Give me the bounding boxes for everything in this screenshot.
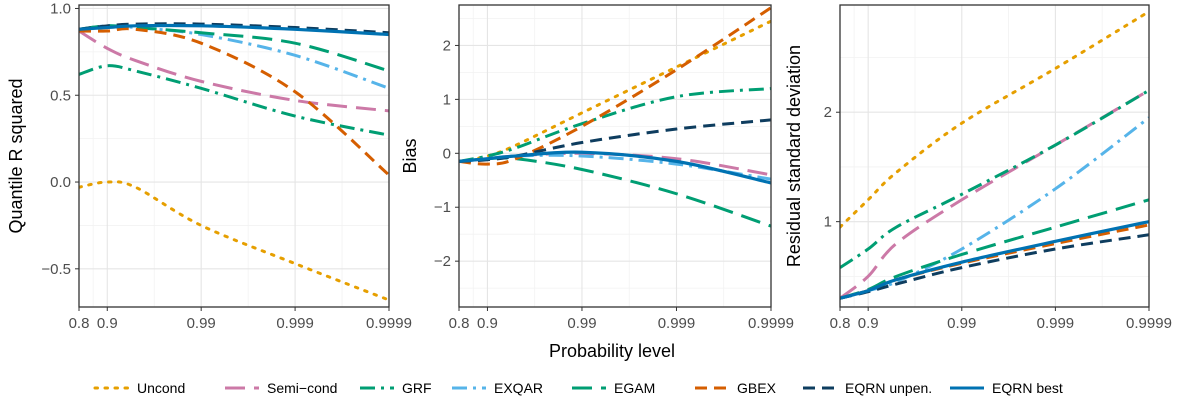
y-tick-label: 1	[443, 91, 451, 108]
x-tick-label: 0.8	[449, 315, 470, 332]
legend-label-egam: EGAM	[614, 380, 655, 396]
series-line-egam	[79, 24, 389, 73]
series-group	[459, 6, 771, 228]
series-line-uncond	[459, 19, 771, 163]
y-tick-label: 2	[824, 104, 832, 121]
y-tick-label: 0.0	[50, 174, 71, 191]
legend-item-eqrn_unpen: EQRN unpen.	[803, 380, 932, 396]
legend-item-exqar: EXQAR	[452, 380, 543, 396]
y-tick-label: 1	[824, 214, 832, 231]
series-line-grf	[459, 87, 771, 163]
series-line-eqrn_unpen	[79, 22, 389, 35]
x-tick-label: 0.999	[276, 315, 314, 332]
x-tick-label: 0.9	[858, 315, 879, 332]
legend-label-exqar: EXQAR	[494, 380, 543, 396]
x-tick-label: 0.999	[1037, 315, 1075, 332]
y-tick-label: −1	[434, 199, 451, 216]
series-line-eqrn_best	[840, 220, 1149, 300]
panel-1: −0.5 0.0 0.5 1.0 0.8 0.9 0.99 0.999 0.9999 Quanti…	[6, 0, 412, 332]
series-line-grf	[79, 64, 389, 137]
legend-label-grf: GRF	[402, 380, 432, 396]
panel-border	[839, 4, 1150, 308]
y-tick-label: 0	[443, 145, 451, 162]
x-tick-label: 0.9	[97, 315, 118, 332]
y-axis-title: Quantile R squared	[6, 78, 26, 233]
series-group	[840, 10, 1149, 300]
y-axis-title: Residual standard deviation	[784, 45, 804, 267]
panel-border	[78, 4, 390, 308]
panel-border	[458, 4, 772, 308]
y-tick-label: 1.0	[50, 0, 71, 17]
x-tick-label: 0.8	[69, 315, 90, 332]
series-line-uncond	[840, 10, 1149, 229]
x-tick-label: 0.8	[830, 315, 851, 332]
y-tick-label: −2	[434, 253, 451, 270]
legend-label-eqrn_unpen: EQRN unpen.	[845, 380, 932, 396]
x-tick-label: 0.999	[658, 315, 696, 332]
series-group	[79, 22, 389, 302]
legend: Uncond Semi−cond GRF EXQAR EGAM GBEX EQRN unpe…	[93, 380, 1063, 396]
legend-item-egam: EGAM	[572, 380, 655, 396]
y-tick-label: −0.5	[41, 261, 71, 278]
x-tick-label: 0.9999	[366, 315, 412, 332]
legend-item-grf: GRF	[360, 380, 432, 396]
series-line-eqrn_best	[79, 23, 389, 37]
x-tick-label: 0.9999	[1126, 315, 1172, 332]
legend-label-gbex: GBEX	[737, 380, 777, 396]
legend-item-gbex: GBEX	[695, 380, 777, 396]
x-axis-title: Probability level	[549, 341, 675, 361]
x-tick-label: 0.99	[947, 315, 976, 332]
series-line-exqar	[459, 153, 771, 181]
x-tick-label: 0.9999	[748, 315, 794, 332]
panel-3: 1 2 0.8 0.9 0.99 0.999 0.9999 Residual standard…	[784, 4, 1172, 332]
legend-item-eqrn_best: EQRN best	[950, 380, 1063, 396]
series-line-grf	[840, 89, 1149, 269]
series-line-gbex	[79, 27, 389, 177]
x-tick-label: 0.9	[477, 315, 498, 332]
series-line-gbex	[459, 6, 771, 166]
panel-2: −2 −1 0 1 2 0.8 0.9 0.99 0.999 0.9999 Bias	[400, 4, 794, 332]
legend-label-uncond: Uncond	[137, 380, 185, 396]
y-tick-label: 2	[443, 37, 451, 54]
x-tick-label: 0.99	[187, 315, 216, 332]
legend-item-uncond: Uncond	[93, 380, 185, 396]
legend-label-semicond: Semi−cond	[267, 380, 337, 396]
legend-item-semicond: Semi−cond	[225, 380, 337, 396]
series-line-exqar	[840, 116, 1149, 300]
series-line-egam	[459, 156, 771, 228]
series-line-eqrn_best	[459, 150, 771, 185]
x-tick-label: 0.99	[567, 315, 596, 332]
series-line-semicond	[79, 29, 389, 113]
y-tick-label: 0.5	[50, 87, 71, 104]
y-axis-title: Bias	[400, 138, 420, 173]
panel-background	[79, 5, 389, 307]
legend-label-eqrn_best: EQRN best	[992, 380, 1063, 396]
series-line-uncond	[79, 180, 389, 302]
